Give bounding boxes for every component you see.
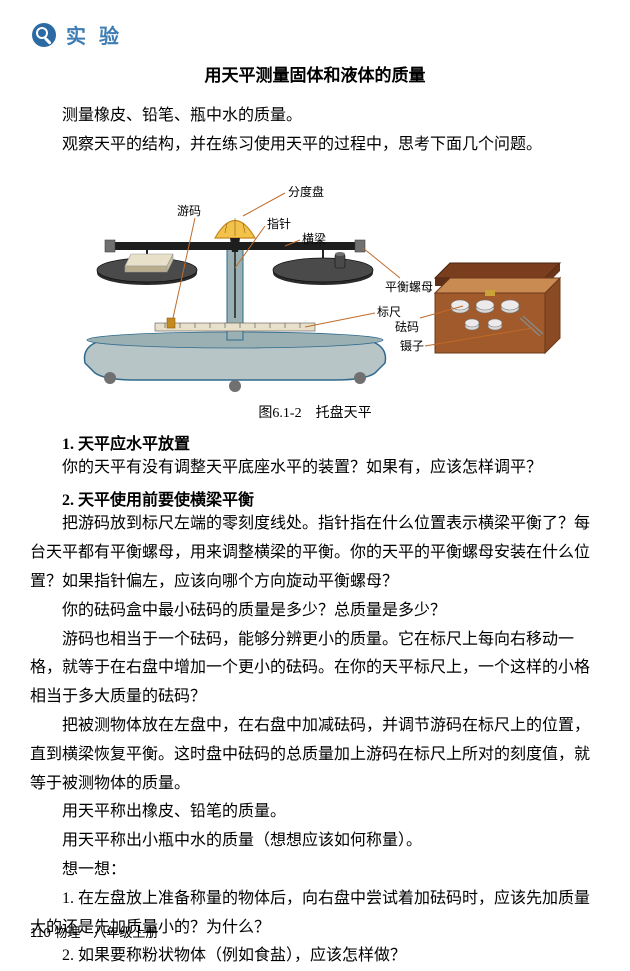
section-paragraph: 2. 如果要称粉状物体（例如食盐），应该怎样做？ xyxy=(30,942,600,971)
section-paragraph: 把游码放到标尺左端的零刻度线处。指针指在什么位置表示横梁平衡了？每台天平都有平衡… xyxy=(30,510,600,596)
label-scale: 标尺 xyxy=(377,305,401,319)
section-paragraph: 用天平称出小瓶中水的质量（想想应该如何称量）。 xyxy=(30,827,600,856)
label-dial: 分度盘 xyxy=(288,184,324,199)
balance-rider xyxy=(167,318,175,328)
balance-object xyxy=(125,254,173,272)
balance-base xyxy=(85,332,386,392)
intro-paragraph: 观察天平的结构，并在练习使用天平的过程中，思考下面几个问题。 xyxy=(30,131,600,160)
balance-weight-on-pan xyxy=(335,252,345,268)
section-paragraph: 你的天平有没有调整天平底座水平的装置？如果有，应该怎样调平？ xyxy=(30,454,600,483)
label-beam: 横梁 xyxy=(302,231,326,246)
intro-paragraph: 测量橡皮、铅笔、瓶中水的质量。 xyxy=(30,102,600,131)
section-heading: 1. 天平应水平放置 xyxy=(30,430,600,454)
footer-grade: 八年级上册 xyxy=(93,925,158,940)
balance-figure: 分度盘 游码 指针 横梁 平衡螺母 标尺 砝码 镊子 xyxy=(30,168,600,398)
weight-box xyxy=(435,263,560,353)
balance-scale-ruler xyxy=(155,323,315,331)
footer-subject: 物理 xyxy=(54,925,80,940)
page-number: 110 xyxy=(30,925,51,940)
experiment-label: 实 验 xyxy=(66,20,123,49)
section-paragraph: 你的砝码盒中最小砝码的质量是多少？总质量是多少？ xyxy=(30,597,600,626)
label-tweezers: 镊子 xyxy=(400,339,424,353)
section-paragraph: 想一想： xyxy=(30,856,600,885)
section-paragraph: 游码也相当于一个砝码，能够分辨更小的质量。它在标尺上每向右移动一格，就等于在右盘… xyxy=(30,626,600,712)
balance-dial xyxy=(215,218,255,238)
figure-caption: 图6.1-2 托盘天平 xyxy=(30,402,600,422)
label-pointer: 指针 xyxy=(267,216,291,231)
section-heading: 2. 天平使用前要使横梁平衡 xyxy=(30,486,600,510)
label-nut: 平衡螺母 xyxy=(385,280,433,294)
page-title: 用天平测量固体和液体的质量 xyxy=(30,61,600,86)
balance-nut-right xyxy=(355,240,365,252)
section-paragraph: 用天平称出橡皮、铅笔的质量。 xyxy=(30,798,600,827)
label-weights: 砝码 xyxy=(395,319,419,334)
section-paragraph: 把被测物体放在左盘中，在右盘中加减砝码，并调节游码在标尺上的位置，直到横梁恢复平… xyxy=(30,712,600,798)
magnifier-icon xyxy=(30,21,58,49)
experiment-header: 实 验 xyxy=(30,20,600,49)
label-rider: 游码 xyxy=(177,204,201,218)
balance-nut-left xyxy=(105,240,115,252)
page-footer: 110 物理 八年级上册 xyxy=(30,922,158,941)
balance-pan-right xyxy=(273,258,373,285)
